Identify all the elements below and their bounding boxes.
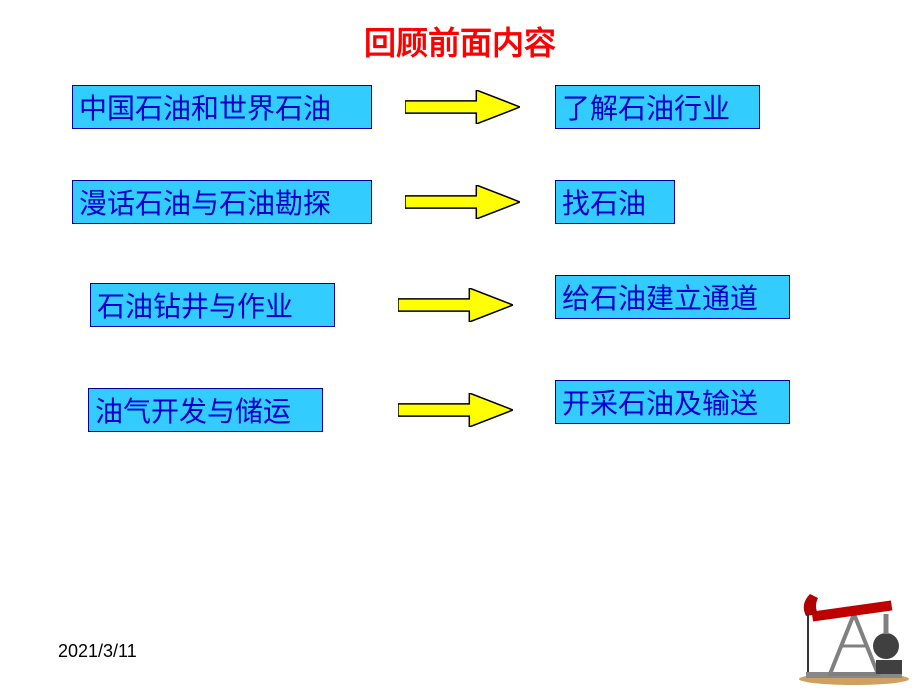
slide-title-text: 回顾前面内容 [364, 25, 556, 61]
box-label: 找石油 [562, 182, 646, 222]
box-left-3: 石油钻井与作业 [90, 283, 335, 327]
box-left-2: 漫话石油与石油勘探 [72, 180, 372, 224]
box-right-2: 找石油 [555, 180, 675, 224]
box-label: 油气开发与储运 [95, 390, 291, 430]
arrow-4 [398, 393, 513, 427]
pumpjack-icon [794, 576, 914, 686]
box-left-4: 油气开发与储运 [88, 388, 323, 432]
slide-title: 回顾前面内容 [0, 18, 920, 64]
box-label: 石油钻井与作业 [97, 285, 293, 325]
box-right-1: 了解石油行业 [555, 85, 760, 129]
box-right-3: 给石油建立通道 [555, 275, 790, 319]
box-label: 给石油建立通道 [562, 277, 758, 317]
box-label: 了解石油行业 [562, 87, 730, 127]
box-label: 中国石油和世界石油 [79, 87, 331, 127]
box-label: 漫话石油与石油勘探 [79, 182, 331, 222]
footer-date: 2021/3/11 [58, 641, 137, 662]
slide-container: 回顾前面内容 中国石油和世界石油 了解石油行业 漫话石油与石油勘探 找石油 石油… [0, 0, 920, 690]
box-label: 开采石油及输送 [562, 382, 758, 422]
arrow-2 [405, 185, 520, 219]
footer-date-text: 2021/3/11 [58, 641, 137, 661]
box-right-4: 开采石油及输送 [555, 380, 790, 424]
arrow-1 [405, 90, 520, 124]
box-left-1: 中国石油和世界石油 [72, 85, 372, 129]
arrow-3 [398, 288, 513, 322]
